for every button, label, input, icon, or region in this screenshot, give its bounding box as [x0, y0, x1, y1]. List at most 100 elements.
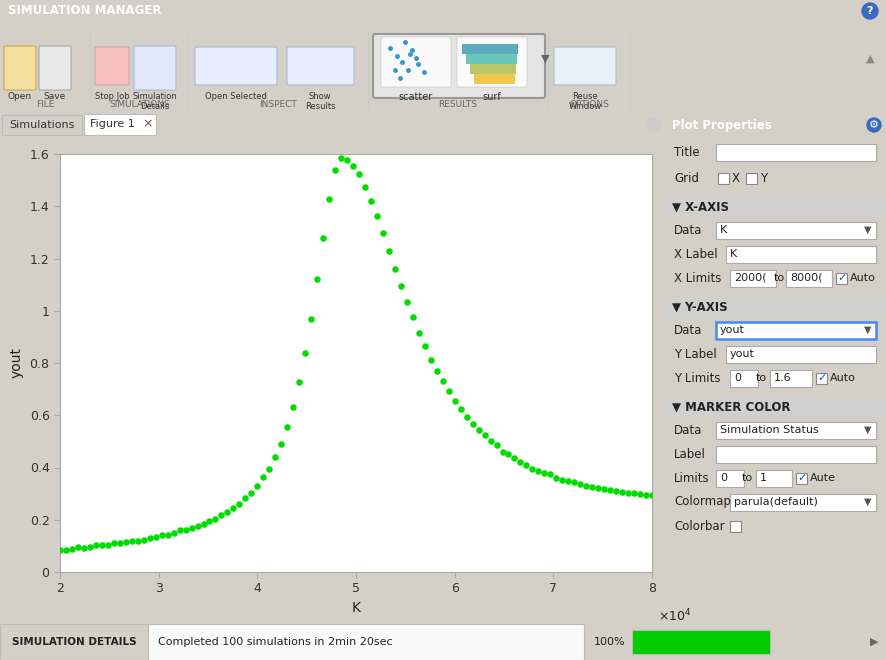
Point: [424, 354, 438, 365]
Point: [77, 543, 91, 553]
Point: [298, 348, 312, 358]
Point: [346, 161, 360, 172]
Point: [154, 530, 168, 541]
Point: [58, 544, 73, 555]
Point: [556, 475, 570, 485]
Point: [71, 543, 85, 553]
Text: 2000(: 2000(: [734, 273, 766, 283]
Point: [202, 515, 216, 526]
Bar: [664, 298, 886, 316]
Text: Label: Label: [674, 447, 706, 461]
Point: [460, 411, 474, 422]
Point: [603, 485, 618, 496]
Point: [633, 488, 647, 499]
Point: [388, 264, 402, 275]
Point: [245, 488, 259, 498]
Text: ▶: ▶: [870, 637, 878, 647]
Text: SIMULATION DETAILS: SIMULATION DETAILS: [12, 637, 136, 647]
Bar: [148, 624, 584, 660]
Bar: [836, 273, 847, 284]
Text: Grid: Grid: [674, 172, 699, 185]
Point: [95, 540, 109, 550]
Point: [454, 403, 468, 414]
Text: $\times10^4$: $\times10^4$: [658, 607, 691, 624]
Point: [369, 211, 384, 222]
Text: ▼ Y-AXIS: ▼ Y-AXIS: [672, 300, 727, 314]
Text: Stop Job: Stop Job: [95, 92, 129, 101]
Text: 0: 0: [734, 373, 741, 383]
Text: FILE: FILE: [35, 100, 54, 109]
Bar: [0, 624, 148, 660]
Point: [573, 478, 587, 489]
FancyBboxPatch shape: [134, 46, 176, 90]
X-axis label: K: K: [352, 601, 361, 615]
Point: [130, 536, 144, 546]
Bar: [786, 270, 832, 287]
Point: [149, 532, 163, 543]
Point: [508, 453, 522, 463]
Point: [537, 467, 551, 478]
Bar: [730, 521, 741, 532]
Text: parula(default): parula(default): [734, 497, 818, 507]
Text: 8000(: 8000(: [790, 273, 822, 283]
Point: [489, 440, 503, 451]
Point: [256, 472, 270, 482]
Point: [609, 486, 623, 496]
Point: [417, 341, 431, 352]
Point: [197, 519, 211, 529]
Point: [543, 469, 557, 480]
Point: [334, 152, 348, 163]
Point: [322, 193, 336, 204]
Point: [262, 464, 276, 475]
Point: [645, 490, 659, 500]
Y-axis label: yout: yout: [10, 348, 24, 378]
Text: ✓: ✓: [817, 373, 827, 383]
Text: scatter: scatter: [399, 92, 433, 102]
Text: Data: Data: [674, 224, 703, 236]
Point: [208, 513, 222, 524]
Bar: [756, 470, 792, 487]
Text: X Label: X Label: [674, 248, 718, 261]
Text: Auto: Auto: [830, 373, 856, 383]
Text: X: X: [732, 172, 740, 185]
Text: Title: Title: [674, 145, 700, 158]
FancyBboxPatch shape: [287, 47, 354, 85]
Bar: [796, 473, 807, 484]
Bar: [470, 64, 516, 74]
Point: [400, 297, 414, 308]
Point: [232, 499, 246, 510]
Text: ?: ?: [867, 6, 874, 16]
Bar: [746, 173, 757, 184]
Text: ×: ×: [143, 117, 153, 131]
Point: [160, 529, 175, 540]
Point: [549, 473, 563, 483]
Bar: [730, 270, 776, 287]
FancyBboxPatch shape: [4, 46, 36, 90]
FancyBboxPatch shape: [195, 47, 277, 85]
Point: [310, 274, 324, 284]
Point: [178, 524, 192, 535]
Point: [471, 424, 486, 435]
FancyBboxPatch shape: [373, 34, 545, 98]
Text: 0: 0: [720, 473, 727, 483]
Bar: [474, 74, 515, 84]
Point: [615, 486, 629, 497]
Circle shape: [867, 118, 881, 132]
Text: ▲: ▲: [866, 54, 874, 64]
Point: [495, 447, 509, 457]
Point: [436, 376, 450, 387]
Point: [119, 537, 133, 548]
Point: [478, 430, 492, 440]
Point: [280, 422, 294, 433]
FancyBboxPatch shape: [2, 115, 82, 135]
Text: Colormap: Colormap: [674, 496, 731, 508]
Point: [65, 543, 79, 554]
Bar: [716, 322, 876, 339]
Text: to: to: [756, 373, 766, 383]
Point: [101, 540, 115, 550]
FancyBboxPatch shape: [84, 114, 156, 135]
Bar: [816, 373, 827, 384]
Point: [532, 465, 546, 476]
Point: [250, 481, 264, 492]
Point: [621, 488, 635, 499]
